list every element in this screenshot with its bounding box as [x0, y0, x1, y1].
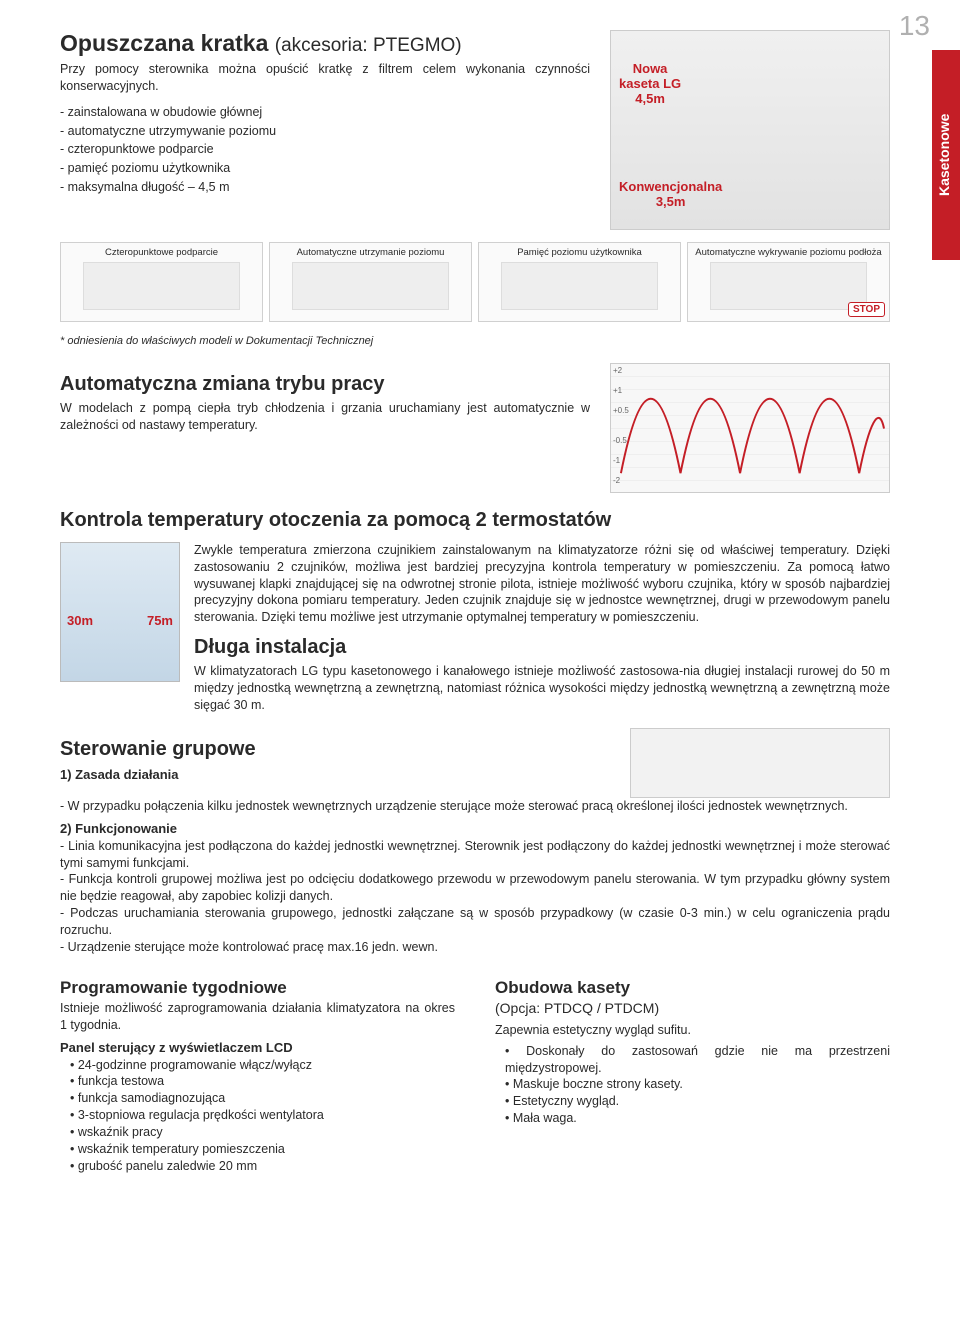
cassette-diagram: Nowa kaseta LG 4,5m Konwencjonalna 3,5m	[610, 30, 890, 230]
chart-svg	[611, 364, 889, 493]
group-rule2-line: - Urządzenie sterujące może kontrolować …	[60, 939, 890, 956]
long-title: Długa instalacja	[194, 636, 890, 659]
list-item: funkcja samodiagnozująca	[70, 1090, 455, 1107]
diagram-placeholder	[292, 262, 450, 310]
list-item: Doskonały do zastosowań gdzie nie ma prz…	[505, 1043, 890, 1077]
group-diagram	[630, 728, 890, 798]
list-item: funkcja testowa	[70, 1073, 455, 1090]
install-diagram: 30m 75m	[60, 542, 180, 682]
list-item: 24-godzinne programowanie włącz/wyłącz	[70, 1057, 455, 1074]
diagram-cell: Czteropunktowe podparcie	[60, 242, 263, 322]
stop-badge: STOP	[848, 302, 885, 317]
group-rule2-line: - Funkcja kontroli grupowej możliwa jest…	[60, 871, 890, 905]
list-item: 3-stopniowa regulacja prędkości wentylat…	[70, 1107, 455, 1124]
long-text: W klimatyzatorach LG typu kasetonowego i…	[194, 663, 890, 714]
diagram-cell: Pamięć poziomu użytkownika	[478, 242, 681, 322]
temp-title: Kontrola temperatury otoczenia za pomocą…	[60, 509, 890, 532]
bullet: - automatyczne utrzymywanie poziomu	[60, 122, 590, 141]
list-item: grubość panelu zaledwie 20 mm	[70, 1158, 455, 1175]
distance-75m: 75m	[147, 613, 173, 628]
section1-bullets: - zainstalowana w obudowie głównej - aut…	[60, 103, 590, 197]
casing-option: (Opcja: PTDCQ / PTDCM)	[495, 1000, 890, 1016]
group-rule1-text: - W przypadku połączenia kilku jednostek…	[60, 798, 890, 815]
group-rule1-head: 1) Zasada działania	[60, 767, 610, 782]
bullet: - zainstalowana w obudowie głównej	[60, 103, 590, 122]
bullet: - maksymalna długość – 4,5 m	[60, 178, 590, 197]
diagram-caption: Pamięć poziomu użytkownika	[517, 247, 642, 258]
bullet: - czteropunktowe podparcie	[60, 140, 590, 159]
section1-title: Opuszczana kratka (akcesoria: PTEGMO)	[60, 30, 590, 57]
auto-title: Automatyczna zmiana trybu pracy	[60, 373, 590, 396]
group-rule2-line: - Linia komunikacyjna jest podłączona do…	[60, 838, 890, 872]
side-tab-category: Kasetonowe	[932, 50, 960, 260]
list-item: Mała waga.	[505, 1110, 890, 1127]
bullet: - pamięć poziomu użytkownika	[60, 159, 590, 178]
casing-text: Zapewnia estetyczny wygląd sufitu.	[495, 1022, 890, 1039]
temp-chart: +2 +1 +0.5 -0.5 -1 -2	[610, 363, 890, 493]
diagram-caption: Automatyczne wykrywanie poziomu podłoża	[695, 247, 881, 258]
week-title: Programowanie tygodniowe	[60, 978, 455, 998]
diagram-label-conv: Konwencjonalna 3,5m	[619, 179, 722, 209]
list-item: Maskuje boczne strony kasety.	[505, 1076, 890, 1093]
diagram-caption: Czteropunktowe podparcie	[105, 247, 218, 258]
diagram-caption: Automatyczne utrzymanie poziomu	[297, 247, 445, 258]
diagram-placeholder	[501, 262, 659, 310]
list-item: Estetyczny wygląd.	[505, 1093, 890, 1110]
group-title: Sterowanie grupowe	[60, 738, 610, 761]
title-sub: (akcesoria: PTEGMO)	[275, 35, 462, 56]
diagram-placeholder	[83, 262, 241, 310]
list-item: wskaźnik temperatury pomieszczenia	[70, 1141, 455, 1158]
page-number: 13	[899, 10, 930, 42]
casing-title: Obudowa kasety	[495, 978, 890, 998]
list-item: wskaźnik pracy	[70, 1124, 455, 1141]
group-rule2-head: 2) Funkcjonowanie	[60, 821, 890, 836]
diagram-placeholder	[710, 262, 868, 310]
title-main: Opuszczana kratka	[60, 30, 268, 56]
casing-list: Doskonały do zastosowań gdzie nie ma prz…	[495, 1043, 890, 1127]
diagram-cell: Automatyczne wykrywanie poziomu podłoża …	[687, 242, 890, 322]
week-subhead: Panel sterujący z wyświetlaczem LCD	[60, 1040, 455, 1055]
section1-intro: Przy pomocy sterownika można opuścić kra…	[60, 61, 590, 95]
week-list: 24-godzinne programowanie włącz/wyłącz f…	[60, 1057, 455, 1175]
feature-diagrams-row: Czteropunktowe podparcie Automatyczne ut…	[60, 242, 890, 322]
footnote: * odniesienia do właściwych modeli w Dok…	[60, 334, 890, 349]
diagram-cell: Automatyczne utrzymanie poziomu	[269, 242, 472, 322]
distance-30m: 30m	[67, 613, 93, 628]
temp-text: Zwykle temperatura zmierzona czujnikiem …	[194, 542, 890, 626]
group-rule2-line: - Podczas uruchamiania sterowania grupow…	[60, 905, 890, 939]
week-text: Istnieje możliwość zaprogramowania dział…	[60, 1000, 455, 1034]
auto-text: W modelach z pompą ciepła tryb chłodzeni…	[60, 400, 590, 434]
diagram-label-new: Nowa kaseta LG 4,5m	[619, 61, 681, 106]
